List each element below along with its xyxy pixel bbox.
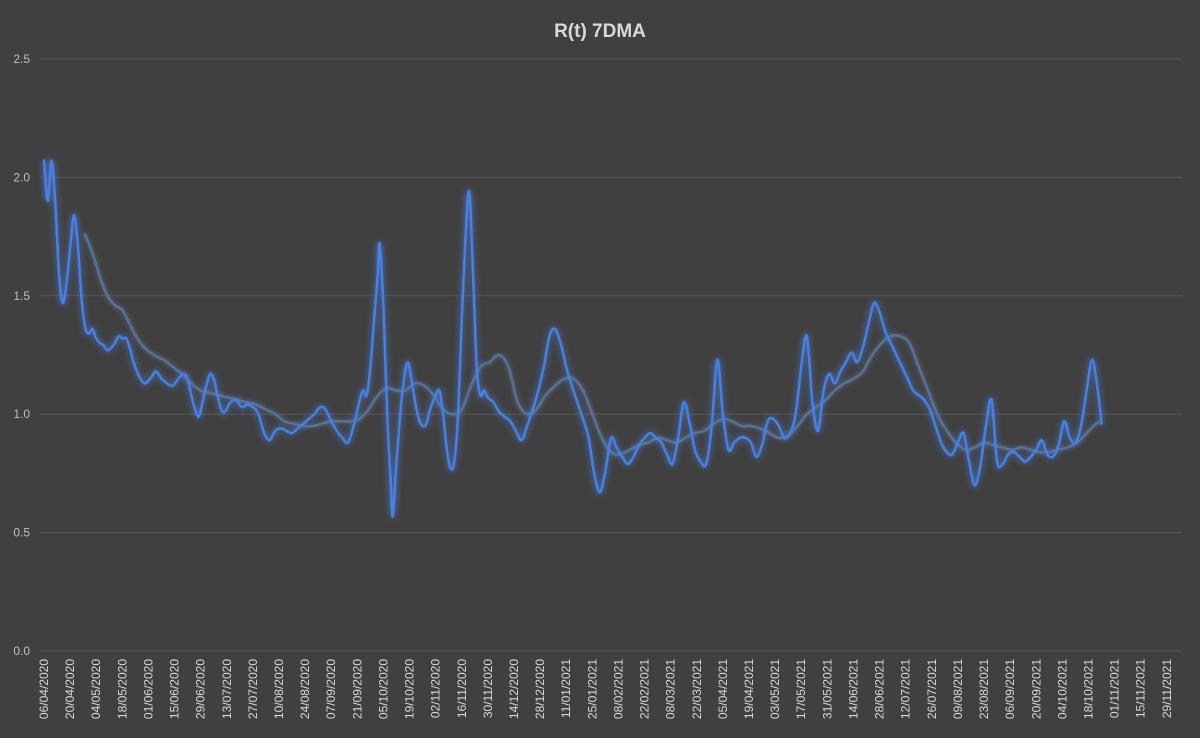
- x-tick-label: 02/11/2020: [429, 659, 443, 718]
- x-tick-label: 10/08/2020: [272, 659, 286, 719]
- x-tick-label: 05/10/2020: [377, 659, 391, 719]
- x-tick-label: 13/07/2020: [220, 659, 234, 719]
- reference-lines: [40, 412, 1182, 511]
- x-tick-label: 19/04/2021: [742, 659, 756, 719]
- chart-title: R(t) 7DMA: [554, 21, 646, 42]
- x-tick-label: 30/11/2020: [481, 659, 495, 718]
- x-tick-label: 07/09/2020: [324, 659, 338, 719]
- x-tick-label: 06/09/2021: [1003, 659, 1017, 719]
- x-tick-label: 27/07/2020: [246, 659, 260, 719]
- x-tick-label: 23/08/2021: [977, 659, 991, 719]
- x-tick-label: 08/03/2021: [664, 659, 678, 719]
- x-tick-label: 03/05/2021: [768, 659, 782, 719]
- x-tick-label: 24/08/2020: [298, 659, 312, 719]
- x-tick-label: 15/11/2021: [1134, 659, 1148, 718]
- x-tick-label: 17/05/2021: [794, 659, 808, 719]
- x-tick-label: 09/08/2021: [951, 659, 965, 719]
- x-axis-ticks: 06/04/2020 20/04/2020 04/05/2020 18/05/2020…: [37, 659, 1174, 719]
- y-tick-label: 2.0: [13, 170, 30, 184]
- x-tick-label: 21/09/2020: [350, 659, 364, 719]
- x-tick-label: 14/06/2021: [847, 659, 861, 719]
- x-tick-label: 05/04/2021: [716, 659, 730, 719]
- y-tick-label: 1.5: [13, 289, 30, 303]
- y-tick-label: 0.0: [13, 644, 30, 658]
- series-line-1: [42, 159, 1103, 518]
- x-tick-label: 18/05/2020: [115, 659, 129, 719]
- x-tick-label: 20/09/2021: [1029, 659, 1043, 719]
- x-tick-label: 20/04/2020: [63, 659, 77, 719]
- gridlines: [40, 58, 1182, 652]
- x-tick-label: 01/06/2020: [141, 659, 155, 719]
- x-tick-label: 04/10/2021: [1055, 659, 1069, 719]
- x-tick-label: 28/12/2020: [533, 659, 547, 719]
- x-tick-label: 25/01/2021: [585, 659, 599, 719]
- x-tick-label: 29/06/2020: [194, 659, 208, 719]
- x-tick-label: 31/05/2021: [820, 659, 834, 719]
- y-tick-label: 0.5: [13, 526, 30, 540]
- x-tick-label: 06/04/2020: [37, 659, 51, 719]
- x-tick-label: 08/02/2021: [612, 659, 626, 719]
- x-tick-label: 22/03/2021: [690, 659, 704, 719]
- x-tick-label: 19/10/2020: [403, 659, 417, 719]
- y-axis-ticks: 0.0 0.5 1.0 1.5 2.0 2.5: [13, 52, 30, 658]
- series-lines: [42, 159, 1103, 518]
- x-tick-label: 14/12/2020: [507, 659, 521, 719]
- x-tick-label: 01/11/2021: [1108, 659, 1122, 718]
- x-tick-label: 28/06/2021: [873, 659, 887, 719]
- x-tick-label: 15/06/2020: [168, 659, 182, 719]
- x-tick-label: 29/11/2021: [1160, 659, 1174, 718]
- y-tick-label: 2.5: [13, 52, 30, 66]
- x-tick-label: 04/05/2020: [89, 659, 103, 719]
- y-tick-label: 1.0: [13, 407, 30, 421]
- x-tick-label: 18/10/2021: [1082, 659, 1096, 719]
- series-line-2: [83, 232, 1103, 456]
- x-tick-label: 12/07/2021: [899, 659, 913, 719]
- x-tick-label: 22/02/2021: [638, 659, 652, 719]
- x-tick-label: 11/01/2021: [559, 659, 573, 718]
- x-tick-label: 16/11/2020: [455, 659, 469, 718]
- x-tick-label: 26/07/2021: [925, 659, 939, 719]
